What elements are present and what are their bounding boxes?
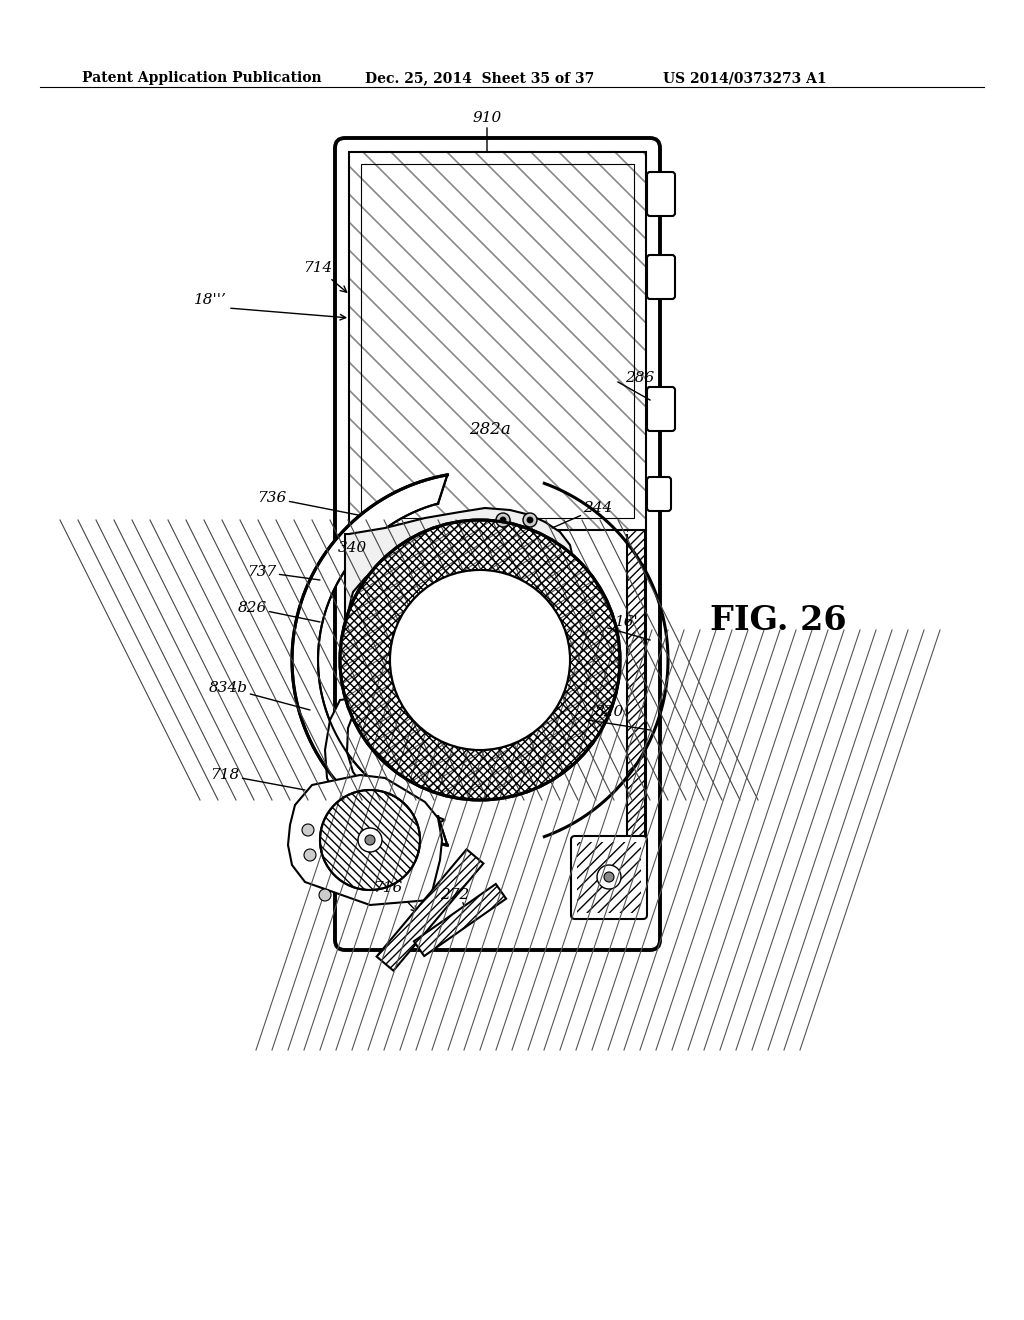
Polygon shape (345, 508, 573, 624)
Circle shape (597, 865, 621, 888)
Circle shape (319, 789, 420, 890)
Text: 16': 16' (615, 615, 639, 630)
Text: 282a: 282a (469, 421, 511, 438)
Polygon shape (288, 775, 442, 906)
Circle shape (523, 513, 537, 527)
Text: 340: 340 (337, 541, 367, 554)
Text: 820: 820 (595, 705, 625, 719)
FancyBboxPatch shape (335, 139, 660, 950)
Circle shape (496, 513, 510, 527)
Bar (361, 164, 634, 517)
Text: 736: 736 (257, 491, 358, 515)
Circle shape (452, 632, 508, 688)
Bar (349, 152, 646, 531)
Circle shape (358, 828, 382, 851)
Text: Patent Application Publication: Patent Application Publication (82, 71, 322, 84)
Circle shape (365, 836, 375, 845)
Bar (349, 152, 646, 531)
Circle shape (452, 632, 508, 688)
Text: 714: 714 (303, 261, 347, 292)
Polygon shape (292, 475, 447, 845)
FancyBboxPatch shape (647, 172, 675, 216)
Polygon shape (377, 849, 483, 970)
Text: FIG. 26: FIG. 26 (710, 603, 847, 636)
Text: 737: 737 (248, 565, 319, 579)
Polygon shape (414, 884, 506, 956)
Polygon shape (325, 698, 445, 830)
Text: Dec. 25, 2014  Sheet 35 of 37: Dec. 25, 2014 Sheet 35 of 37 (365, 71, 594, 84)
Text: 826: 826 (238, 601, 319, 622)
Circle shape (390, 570, 570, 750)
Circle shape (319, 888, 331, 902)
Circle shape (527, 517, 534, 523)
Circle shape (390, 570, 570, 750)
FancyBboxPatch shape (571, 836, 647, 919)
Circle shape (302, 824, 314, 836)
Circle shape (425, 605, 535, 715)
Bar (577, 842, 641, 913)
Text: 244: 244 (552, 502, 612, 528)
Text: 286: 286 (625, 371, 654, 385)
Text: 910: 910 (472, 111, 502, 152)
Circle shape (425, 605, 535, 715)
Text: 272: 272 (440, 888, 470, 902)
Text: 18''’: 18''’ (194, 293, 226, 308)
Circle shape (304, 849, 316, 861)
Text: 718: 718 (210, 768, 305, 789)
Circle shape (604, 873, 614, 882)
FancyBboxPatch shape (647, 477, 671, 511)
Circle shape (340, 520, 620, 800)
Bar (627, 531, 645, 840)
Text: 834b: 834b (209, 681, 310, 710)
FancyBboxPatch shape (647, 387, 675, 432)
Text: 716: 716 (374, 880, 402, 895)
Circle shape (462, 642, 498, 678)
FancyBboxPatch shape (647, 255, 675, 300)
Text: US 2014/0373273 A1: US 2014/0373273 A1 (663, 71, 826, 84)
Circle shape (500, 517, 506, 523)
